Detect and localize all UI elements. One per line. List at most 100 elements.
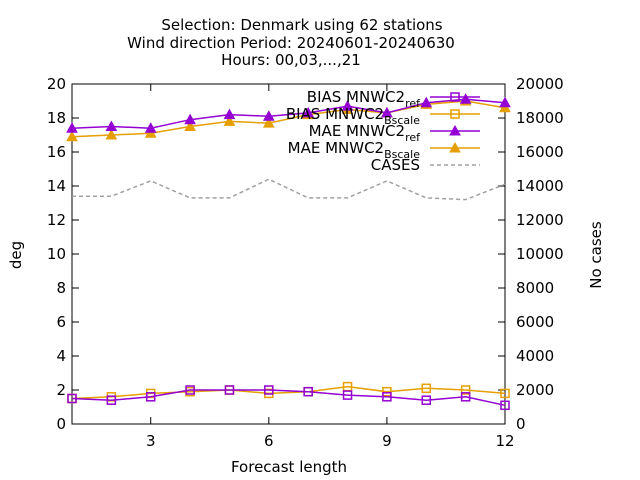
y-tick-label: 10 [47, 245, 66, 263]
y2-tick-label: 10000 [516, 245, 564, 263]
y-axis-title: deg [7, 241, 25, 269]
data-point-mae-mnwc2-ref [459, 93, 472, 104]
data-point-bias-mnwc2-ref [264, 385, 274, 395]
legend-label-main: MAE MNWC2 [288, 139, 384, 157]
y2-tick-label: 8000 [516, 279, 554, 297]
x-tick-label: 6 [264, 432, 274, 450]
y2-tick-label: 14000 [516, 177, 564, 195]
legend-label-main: CASES [371, 156, 420, 174]
data-point-mae-mnwc2-bscale [105, 128, 118, 140]
series-line-bias-mnwc2-bscale [71, 385, 506, 400]
legend-label: BIAS MNWC2Bscale [286, 105, 420, 127]
y-tick-label: 8 [56, 279, 66, 297]
legend-swatch-marker [449, 141, 461, 153]
series-line-mae-mnwc2-bscale [71, 100, 506, 138]
data-point-mae-mnwc2-ref [341, 100, 354, 111]
legend-label: BIAS MNWC2ref [307, 88, 421, 110]
y2-axis-title: No cases [587, 221, 605, 289]
y-tick-labels: 0 2 4 6 8 10 12 14 16 18 20 [47, 75, 66, 433]
x-tick-label: 3 [146, 432, 156, 450]
y2-tick-label: 20000 [516, 75, 564, 93]
data-point-bias-mnwc2-ref [500, 400, 510, 411]
x-tick-labels: 3 6 9 12 [146, 432, 515, 450]
y-tick-label: 20 [47, 75, 66, 93]
data-point-mae-mnwc2-ref [420, 96, 433, 108]
data-point-mae-mnwc2-bscale [499, 101, 511, 113]
data-point-mae-mnwc2-ref [499, 96, 511, 108]
y-tick-label: 4 [56, 347, 66, 365]
series-mae-mnwc2-ref [66, 93, 511, 133]
y2-tick-label: 6000 [516, 313, 554, 331]
legend-label-sub: ref [405, 131, 421, 144]
series-lines [66, 93, 511, 411]
chart-title: Selection: Denmark using 62 stations Win… [127, 16, 455, 69]
plot-area [71, 83, 506, 425]
legend-label: CASES [371, 156, 420, 174]
y2-tick-label: 2000 [516, 381, 554, 399]
data-point-mae-mnwc2-ref [105, 120, 118, 131]
data-point-bias-mnwc2-bscale [382, 386, 392, 397]
legend-label-sub: ref [405, 97, 421, 110]
data-point-bias-mnwc2-ref [185, 385, 195, 395]
legend-label-sub: Bscale [384, 148, 420, 161]
y2-tick-label: 0 [516, 415, 526, 433]
legend-swatch-marker [450, 92, 460, 102]
y2-tick-label: 4000 [516, 347, 554, 365]
legend-swatch-marker [449, 124, 461, 136]
y-tick-label: 2 [56, 381, 66, 399]
legend-item-mae-mnwc2-bscale: MAE MNWC2Bscale [288, 139, 480, 161]
legend-item-bias-mnwc2-bscale: BIAS MNWC2Bscale [286, 105, 480, 127]
data-point-bias-mnwc2-ref [460, 392, 471, 402]
series-line-mae-mnwc2-ref [71, 98, 506, 129]
y-tick-label: 18 [47, 109, 66, 127]
data-point-bias-mnwc2-ref [382, 392, 392, 402]
y2-tick-label: 18000 [516, 109, 564, 127]
data-point-mae-mnwc2-ref [223, 108, 236, 120]
legend-item-bias-mnwc2-ref: BIAS MNWC2ref [307, 88, 480, 110]
data-point-mae-mnwc2-ref [381, 106, 393, 118]
x-tick-label: 9 [382, 432, 392, 450]
legend-item-cases: CASES [371, 156, 480, 174]
y-tick-label: 0 [56, 415, 66, 433]
y-tick-label: 6 [56, 313, 66, 331]
data-point-mae-mnwc2-ref [144, 122, 157, 133]
y-tick-label: 16 [47, 143, 66, 161]
legend-label-sub: Bscale [384, 114, 420, 127]
legend-swatch-marker [450, 109, 460, 119]
legend-label: MAE MNWC2Bscale [288, 139, 421, 161]
data-point-bias-mnwc2-ref [67, 393, 77, 404]
data-point-mae-mnwc2-bscale [144, 127, 157, 138]
data-point-mae-mnwc2-ref [262, 110, 275, 121]
series-bias-mnwc2-ref [67, 385, 510, 411]
data-point-bias-mnwc2-ref [224, 385, 235, 395]
legend-label: MAE MNWC2ref [309, 122, 422, 144]
series-cases [72, 178, 506, 201]
data-point-bias-mnwc2-ref [145, 392, 156, 402]
title-line-1: Selection: Denmark using 62 stations [161, 16, 442, 34]
x-tick-label: 12 [495, 432, 514, 450]
data-point-mae-mnwc2-ref [184, 113, 196, 125]
y2-tick-label: 16000 [516, 143, 564, 161]
data-point-bias-mnwc2-ref [303, 386, 313, 397]
data-point-mae-mnwc2-bscale [223, 115, 236, 126]
data-point-mae-mnwc2-bscale [66, 130, 78, 142]
data-point-mae-mnwc2-bscale [184, 120, 196, 131]
data-point-bias-mnwc2-bscale [460, 385, 471, 395]
data-point-bias-mnwc2-ref [421, 395, 432, 405]
title-line-2: Wind direction Period: 20240601-20240630 [127, 34, 455, 52]
legend-label-main: BIAS MNWC2 [307, 88, 405, 106]
data-point-mae-mnwc2-ref [66, 122, 78, 133]
legend-label-main: MAE MNWC2 [309, 122, 405, 140]
data-point-mae-mnwc2-bscale [262, 117, 275, 128]
axis-ticks [72, 83, 506, 425]
y-tick-label: 14 [47, 177, 66, 195]
title-line-3: Hours: 00,03,...,21 [221, 51, 361, 69]
series-line-cases [72, 178, 506, 201]
y-tick-label: 12 [47, 211, 66, 229]
data-point-bias-mnwc2-bscale [421, 383, 432, 394]
data-point-mae-mnwc2-ref [302, 106, 315, 118]
data-point-bias-mnwc2-ref [342, 390, 353, 400]
x-axis-title: Forecast length [231, 458, 347, 476]
series-line-bias-mnwc2-ref [71, 389, 506, 407]
